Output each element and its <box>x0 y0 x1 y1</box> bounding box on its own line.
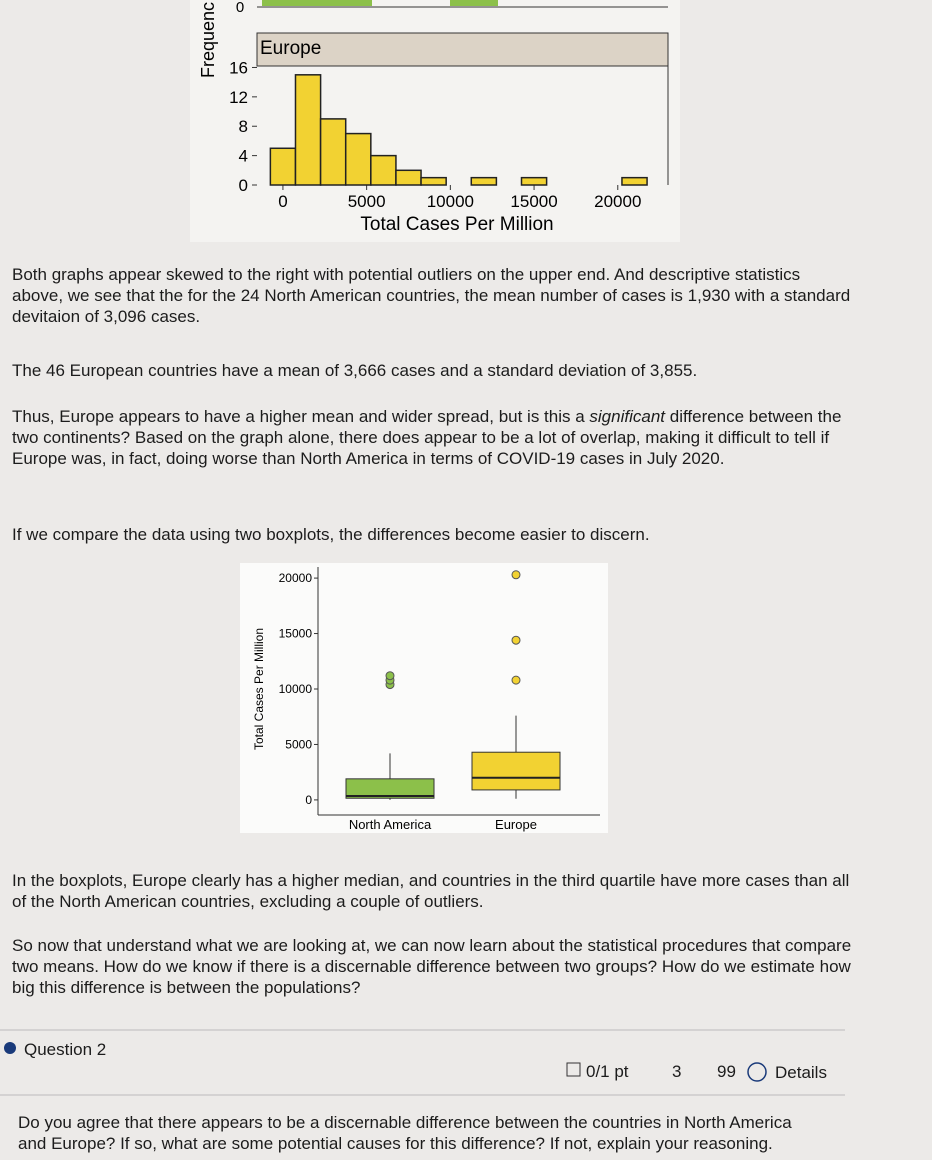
outlier <box>385 671 395 681</box>
question-attempts[interactable]: 99 <box>717 1062 736 1081</box>
bar <box>269 147 297 186</box>
y-tick-label: 16 <box>229 58 248 77</box>
bar <box>520 176 548 186</box>
text: Thus, Europe appears to have a higher me… <box>12 407 590 426</box>
bar <box>395 169 422 186</box>
y-tick-label: 20000 <box>279 571 313 585</box>
box <box>471 751 561 791</box>
paragraph: So now that understand what we are looki… <box>12 936 852 997</box>
y-tick-label: 0 <box>239 176 248 195</box>
x-tick-label: Europe <box>495 817 537 832</box>
bar <box>344 132 372 186</box>
bar <box>470 176 498 186</box>
top-fragment-bars <box>450 0 498 6</box>
bar <box>621 176 648 186</box>
bar <box>420 176 447 186</box>
bar <box>370 154 397 186</box>
outlier <box>511 675 521 685</box>
checkbox-icon <box>566 1062 581 1077</box>
x-tick-label: 20000 <box>594 192 641 211</box>
paragraph: Thus, Europe appears to have a higher me… <box>12 406 852 469</box>
outlier <box>511 635 521 645</box>
bar <box>294 74 322 186</box>
x-tick-label: 15000 <box>510 192 557 211</box>
y-tick-label: 8 <box>239 117 248 136</box>
x-axis-label: Total Cases Per Million <box>360 214 553 235</box>
y-tick-label: 12 <box>229 88 248 107</box>
panel-title: Europe <box>260 38 321 59</box>
y-tick-label: 4 <box>239 147 248 166</box>
y-tick-label: 5000 <box>285 737 312 751</box>
paragraph: Both graphs appear skewed to the right w… <box>12 265 851 326</box>
paragraph: The 46 European countries have a mean of… <box>12 361 698 380</box>
top-fragment-y-label: Frequenc <box>198 2 218 78</box>
details-link[interactable]: Details <box>775 1063 827 1082</box>
y-axis-label: Total Cases Per Million <box>252 628 266 750</box>
text: difference between the two continents? B… <box>12 407 842 468</box>
outlier <box>511 570 521 580</box>
info-icon[interactable] <box>747 1062 767 1082</box>
x-tick-label: 0 <box>278 192 287 211</box>
paragraph: In the boxplots, Europe clearly has a hi… <box>12 871 850 911</box>
bar <box>319 118 347 186</box>
x-tick-label: 5000 <box>348 192 386 211</box>
box <box>345 778 435 799</box>
top-fragment-bars <box>262 0 372 6</box>
question-text: Do you agree that there appears to be a … <box>18 1113 792 1153</box>
emphasis: significant <box>589 407 666 426</box>
y-tick-label: 0 <box>305 793 312 807</box>
question-bullet <box>4 1042 16 1054</box>
y-tick-label: 10000 <box>279 682 313 696</box>
paragraph: If we compare the data using two boxplot… <box>12 525 650 544</box>
top-fragment-tick: 0 <box>236 0 244 16</box>
question-title: Question 2 <box>24 1040 107 1059</box>
question-points: 0/1 pt <box>586 1062 629 1081</box>
y-tick-label: 15000 <box>279 627 313 641</box>
x-tick-label: North America <box>349 817 432 832</box>
question-retries: 3 <box>672 1062 682 1081</box>
x-tick-label: 10000 <box>427 192 474 211</box>
